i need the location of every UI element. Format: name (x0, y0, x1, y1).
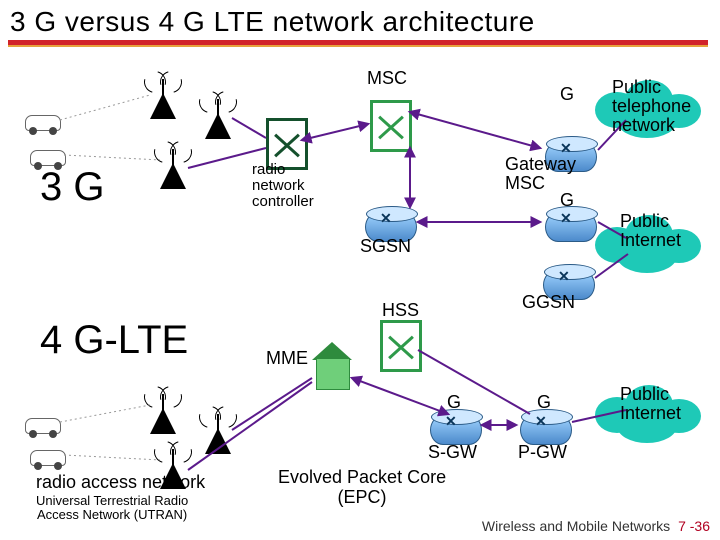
label-utran: Universal Terrestrial Radio Access Netwo… (36, 494, 188, 523)
page-title: 3 G versus 4 G LTE network architecture (0, 0, 720, 38)
tower-icon (205, 410, 231, 454)
title-underline (8, 40, 708, 45)
label-pgw: P-GW (518, 442, 567, 463)
g-tag-4: G (537, 392, 551, 413)
mme-house (312, 342, 352, 388)
label-sgw: S-GW (428, 442, 477, 463)
pgw-router: ✕ (520, 415, 572, 445)
label-public-internet-1: Public Internet (620, 212, 681, 250)
label-gateway-msc: Gateway MSC (505, 155, 576, 193)
label-4g-lte: 4 G-LTE (40, 318, 188, 363)
label-mme: MME (266, 348, 308, 369)
label-epc: Evolved Packet Core (EPC) (278, 468, 446, 508)
tower-icon (160, 145, 186, 189)
label-ran: radio access network (36, 472, 205, 493)
label-rnc: radio network controller (252, 162, 314, 209)
car-icon (25, 115, 61, 131)
car-icon (30, 150, 66, 166)
hss-box (380, 320, 422, 372)
label-public-internet-2: Public Internet (620, 385, 681, 423)
g-tag-3: G (447, 392, 461, 413)
tower-icon (205, 95, 231, 139)
footer: Wireless and Mobile Networks 7 -36 (482, 518, 710, 534)
label-ggsn: GGSN (522, 292, 575, 313)
sgw-router: ✕ (430, 415, 482, 445)
g-tag-1: G (560, 84, 574, 105)
footer-text: Wireless and Mobile Networks (482, 518, 670, 534)
g-tag-2: G (560, 190, 574, 211)
tower-icon (150, 390, 176, 434)
g-router-top: ✕ (545, 212, 597, 242)
label-sgsn: SGSN (360, 236, 411, 257)
label-msc: MSC (367, 68, 407, 89)
car-icon (30, 450, 66, 466)
label-hss: HSS (382, 300, 419, 321)
label-pstn: Public telephone network (612, 78, 691, 135)
label-3g: 3 G (40, 165, 104, 210)
msc-box (370, 100, 412, 152)
tower-icon (150, 75, 176, 119)
page-number: 7 -36 (678, 518, 710, 534)
car-icon (25, 418, 61, 434)
